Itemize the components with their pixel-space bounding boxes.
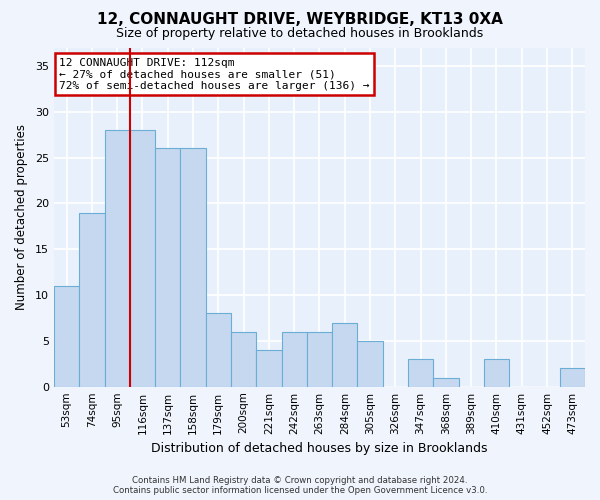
Bar — [332, 322, 358, 386]
Text: Size of property relative to detached houses in Brooklands: Size of property relative to detached ho… — [116, 28, 484, 40]
Bar — [104, 130, 130, 386]
Y-axis label: Number of detached properties: Number of detached properties — [15, 124, 28, 310]
Bar — [79, 212, 104, 386]
Text: 12 CONNAUGHT DRIVE: 112sqm
← 27% of detached houses are smaller (51)
72% of semi: 12 CONNAUGHT DRIVE: 112sqm ← 27% of deta… — [59, 58, 370, 91]
Bar — [281, 332, 307, 386]
Bar — [256, 350, 281, 387]
Bar — [358, 341, 383, 386]
Bar — [130, 130, 155, 386]
Text: 12, CONNAUGHT DRIVE, WEYBRIDGE, KT13 0XA: 12, CONNAUGHT DRIVE, WEYBRIDGE, KT13 0XA — [97, 12, 503, 28]
Text: Contains HM Land Registry data © Crown copyright and database right 2024.
Contai: Contains HM Land Registry data © Crown c… — [113, 476, 487, 495]
Bar — [408, 359, 433, 386]
Bar — [307, 332, 332, 386]
Bar — [181, 148, 206, 386]
Bar — [560, 368, 585, 386]
Bar — [433, 378, 458, 386]
Bar — [155, 148, 181, 386]
Bar — [206, 314, 231, 386]
Bar — [231, 332, 256, 386]
Bar — [54, 286, 79, 386]
X-axis label: Distribution of detached houses by size in Brooklands: Distribution of detached houses by size … — [151, 442, 488, 455]
Bar — [484, 359, 509, 386]
